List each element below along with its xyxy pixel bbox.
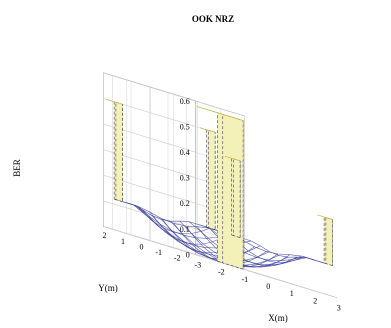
mesh-line-y (138, 206, 232, 245)
z-tick-label: 0.1 (180, 225, 190, 234)
x-tick-label: -2 (218, 268, 225, 277)
grid-lines (103, 72, 337, 298)
z-tick-label: 0.4 (180, 148, 190, 157)
y-tick-label: 2 (103, 231, 107, 240)
y-tick-label: -2 (174, 254, 181, 263)
spike-face-side (208, 129, 216, 230)
spike-column (224, 155, 241, 238)
mesh-line-y (232, 235, 326, 264)
x-tick-label: 3 (337, 304, 341, 313)
y-tick-label: 0 (140, 242, 144, 251)
z-axis-label: BER (12, 159, 22, 177)
y-grid-line (186, 98, 328, 296)
x-tick-label: 2 (313, 296, 317, 305)
x-tick-label: -3 (194, 260, 201, 269)
z-tick-label: 0.2 (180, 199, 190, 208)
z-tick-label: 0 (186, 250, 190, 259)
spike-face-side (115, 101, 123, 202)
spike-top (317, 214, 333, 220)
spike-column (199, 127, 216, 230)
spike-top (224, 155, 241, 162)
z-tick-label: 0.5 (180, 122, 190, 131)
x-tick-label: -1 (241, 275, 248, 284)
y-axis-label: Y(m) (98, 283, 118, 293)
x-grid-line (244, 116, 337, 298)
spike-face-side (325, 217, 333, 266)
spike-top (199, 127, 216, 133)
surface-mesh (114, 199, 326, 268)
x-tick-label: 0 (266, 282, 270, 291)
tick-labels: 0 0.1 0.2 0.3 0.4 0.5 0.6 -3 -2 -1 0 1 2 3 2 1 0 -1 -2 (103, 97, 341, 313)
spike-column (317, 214, 333, 266)
spike-top (107, 99, 123, 105)
chart-title: OOK NRZ (192, 14, 234, 24)
y-tick-label: -1 (155, 248, 162, 257)
spike-face-side (233, 158, 241, 238)
x-axis-label: X(m) (268, 313, 288, 323)
mesh-line-y (197, 226, 290, 268)
x-tick-label: 1 (290, 289, 294, 298)
y-tick-label: 1 (121, 237, 125, 246)
spike-column (107, 99, 123, 202)
z-tick-label: 0.6 (180, 97, 190, 106)
ber-spikes (107, 99, 333, 270)
z-tick-label: 0.3 (180, 174, 190, 183)
spike-top (196, 106, 244, 121)
